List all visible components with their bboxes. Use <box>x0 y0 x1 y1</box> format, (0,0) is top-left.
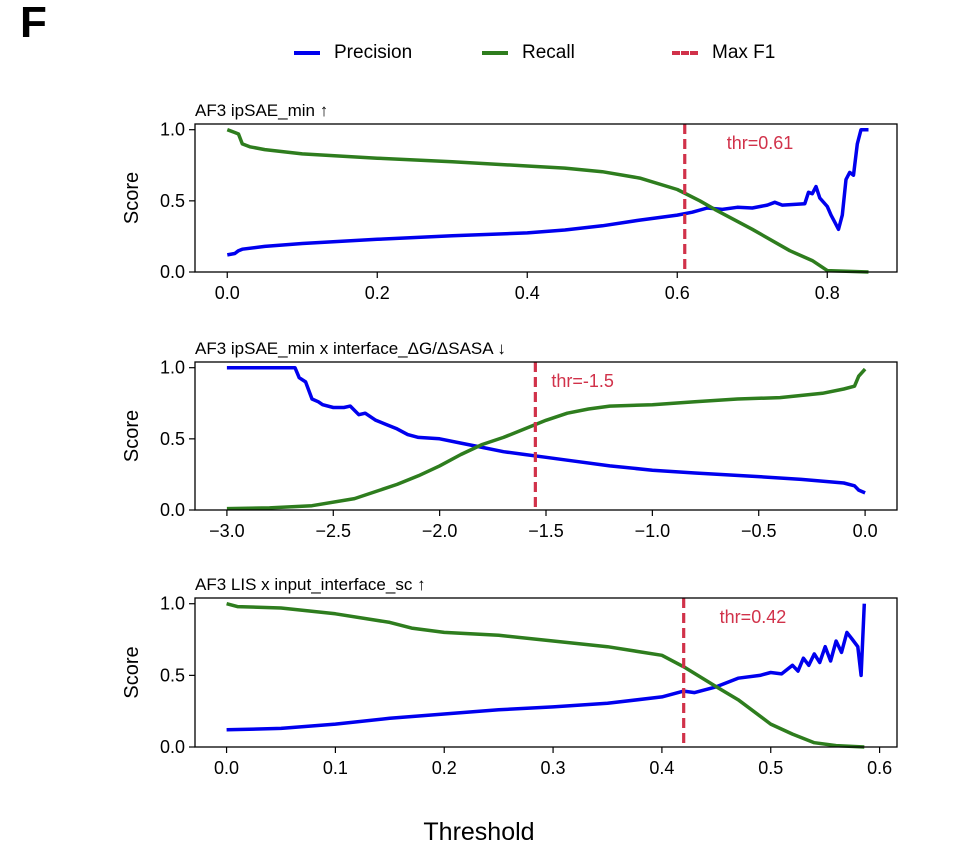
subplot-3: AF3 LIS x input_interface_sc ↑ Score 0.0 0.… <box>121 575 898 778</box>
x-tick-label: −1.5 <box>528 521 564 541</box>
series-line-recall <box>226 602 865 749</box>
y-tick-label: 1.0 <box>160 358 185 378</box>
x-tick-label: 0.6 <box>665 283 690 303</box>
legend-swatch-recall <box>482 51 508 55</box>
x-tick-label: −2.0 <box>422 521 458 541</box>
x-tick-label: −1.0 <box>635 521 671 541</box>
y-tick-label: 0.0 <box>160 500 185 520</box>
y-tick-label: 0.5 <box>160 665 185 685</box>
subplot-1: AF3 ipSAE_min ↑ Score 0.0 0.5 1.0 0.0 0.2 0.4 0.… <box>121 101 898 303</box>
x-tick-label: 0.0 <box>853 521 878 541</box>
y-axis-label: Score <box>121 646 143 698</box>
y-tick-label: 0.0 <box>160 262 185 282</box>
plot-frame <box>194 361 898 511</box>
x-tick-label: 0.4 <box>515 283 540 303</box>
subplot-title: AF3 LIS x input_interface_sc ↑ <box>195 575 426 594</box>
legend-label-recall: Recall <box>522 42 575 63</box>
y-axis-label: Score <box>121 410 143 462</box>
y-tick-label: 1.0 <box>160 120 185 140</box>
x-tick-label: −3.0 <box>209 521 245 541</box>
plot-frame <box>194 123 898 273</box>
series-line-precision <box>226 365 866 495</box>
threshold-annotation: thr=0.42 <box>720 607 787 627</box>
series-line-recall <box>226 367 867 511</box>
x-tick-label: 0.8 <box>815 283 840 303</box>
threshold-annotation: thr=-1.5 <box>551 371 614 391</box>
legend-label-precision: Precision <box>334 42 413 63</box>
y-tick-label: 0.5 <box>160 191 185 211</box>
x-tick-label: 0.0 <box>214 758 239 778</box>
series-line-precision <box>226 127 869 257</box>
x-tick-label: 0.6 <box>867 758 892 778</box>
legend-swatch-precision <box>294 51 320 55</box>
y-tick-label: 0.5 <box>160 429 185 449</box>
y-tick-label: 0.0 <box>160 737 185 757</box>
y-axis-label: Score <box>121 172 143 224</box>
x-tick-label: 0.5 <box>758 758 783 778</box>
series-line-recall <box>226 128 869 274</box>
x-tick-label: −0.5 <box>741 521 777 541</box>
x-axis-label: Threshold <box>423 818 535 846</box>
y-tick-label: 1.0 <box>160 594 185 614</box>
panel-letter: F <box>20 0 47 47</box>
legend: Precision Recall Max F1 <box>0 42 958 72</box>
subplot-title: AF3 ipSAE_min x interface_ΔG/ΔSASA ↓ <box>195 339 506 358</box>
x-tick-label: 0.1 <box>323 758 348 778</box>
plot-frame <box>194 597 898 748</box>
x-tick-label: 0.2 <box>432 758 457 778</box>
x-tick-label: 0.2 <box>365 283 390 303</box>
x-tick-label: −2.5 <box>315 521 351 541</box>
threshold-annotation: thr=0.61 <box>727 133 794 153</box>
x-tick-label: 0.3 <box>541 758 566 778</box>
x-tick-label: 0.0 <box>215 283 240 303</box>
legend-label-max-f1: Max F1 <box>712 42 776 63</box>
legend-item-recall: Recall <box>482 42 575 64</box>
subplot-2: AF3 ipSAE_min x interface_ΔG/ΔSASA ↓ Scor… <box>121 339 898 541</box>
legend-item-max-f1: Max F1 <box>672 42 775 64</box>
legend-item-precision: Precision <box>294 42 412 64</box>
legend-swatch-max-f1 <box>672 51 698 55</box>
x-tick-label: 0.4 <box>649 758 674 778</box>
subplot-title: AF3 ipSAE_min ↑ <box>195 101 328 120</box>
series-line-precision <box>226 603 867 732</box>
